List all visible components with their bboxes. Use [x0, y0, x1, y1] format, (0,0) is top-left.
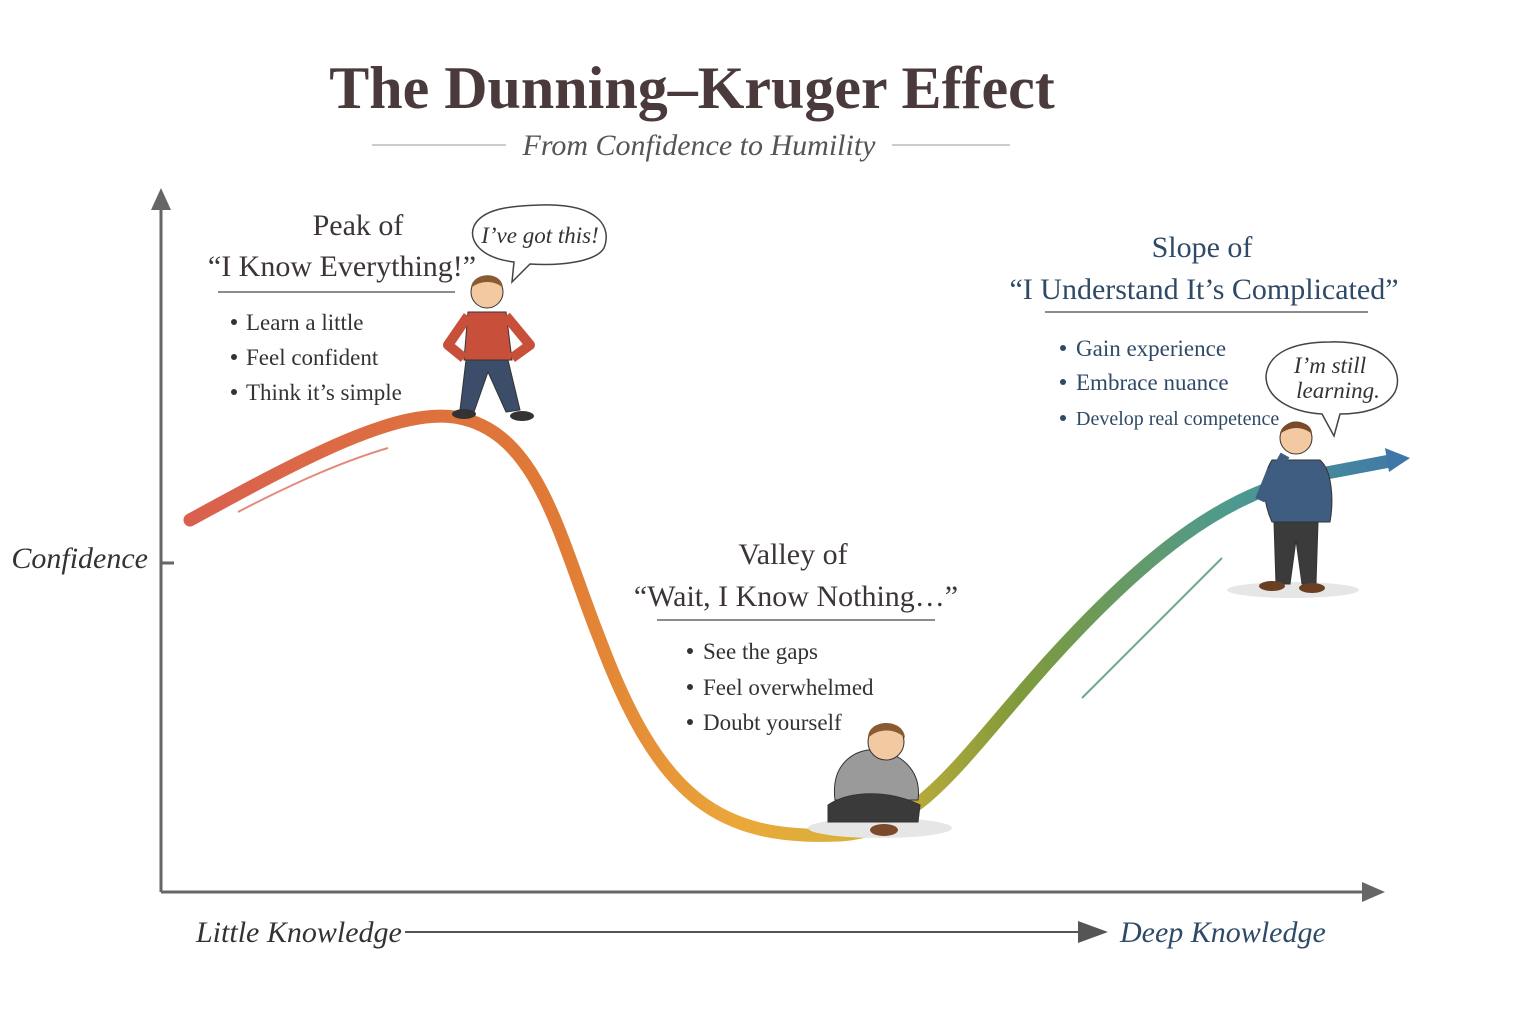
- heading: “I Know Everything!”: [208, 250, 476, 283]
- bubble-text: I’m still: [1293, 353, 1366, 378]
- arrow: [151, 188, 171, 210]
- x-start-label: Little Knowledge: [195, 916, 402, 949]
- speech-bubble: [471, 204, 607, 285]
- bullet: [687, 648, 693, 654]
- subtitle: From Confidence to Humility: [522, 129, 877, 162]
- arrow: [1362, 882, 1385, 902]
- arrow: [1078, 921, 1108, 943]
- bullet: [1060, 415, 1066, 421]
- y-label: Confidence: [11, 542, 148, 575]
- accent: [237, 447, 389, 513]
- bullet: [231, 389, 237, 395]
- x-end-label: Deep Knowledge: [1119, 916, 1326, 949]
- accent: [1081, 557, 1223, 699]
- bullet: [687, 719, 693, 725]
- curve: [183, 409, 1397, 842]
- bubble-text: I’ve got this!: [480, 223, 599, 248]
- slope-section: Slope of “I Understand It’s Complicated”…: [1009, 231, 1399, 598]
- bullet-text: Learn a little: [246, 310, 364, 335]
- bullet-text: Feel confident: [246, 345, 379, 370]
- valley-section: Valley of “Wait, I Know Nothing…” See th…: [634, 538, 958, 838]
- bullet: [231, 354, 237, 360]
- bullet: [231, 319, 237, 325]
- heading: Slope of: [1152, 231, 1253, 264]
- heading: “I Understand It’s Complicated”: [1009, 273, 1398, 306]
- bullet-text: Gain experience: [1076, 336, 1226, 361]
- bullet-text: Embrace nuance: [1076, 370, 1229, 395]
- arrow: [1385, 448, 1410, 472]
- bubble-text: learning.: [1296, 378, 1380, 403]
- heading: “Wait, I Know Nothing…”: [634, 580, 958, 613]
- bullet-text: Develop real competence: [1076, 408, 1279, 430]
- title: The Dunning–Kruger Effect: [329, 55, 1055, 121]
- heading: Valley of: [738, 538, 847, 571]
- bullet: [1060, 345, 1066, 351]
- bullet: [1060, 379, 1066, 385]
- figure-overwhelmed: [808, 723, 952, 838]
- peak-section: Peak of “I Know Everything!” Learn a lit…: [208, 204, 607, 421]
- figure-thoughtful: [1227, 421, 1359, 598]
- figure-confident: [443, 275, 535, 421]
- heading: Peak of: [313, 209, 404, 242]
- bullet: [687, 684, 693, 690]
- bullet-text: See the gaps: [703, 639, 818, 664]
- bullet-text: Feel overwhelmed: [703, 675, 874, 700]
- bullet-text: Think it’s simple: [246, 380, 402, 405]
- speech-bubble: [1265, 341, 1399, 438]
- bullet-text: Doubt yourself: [703, 710, 842, 735]
